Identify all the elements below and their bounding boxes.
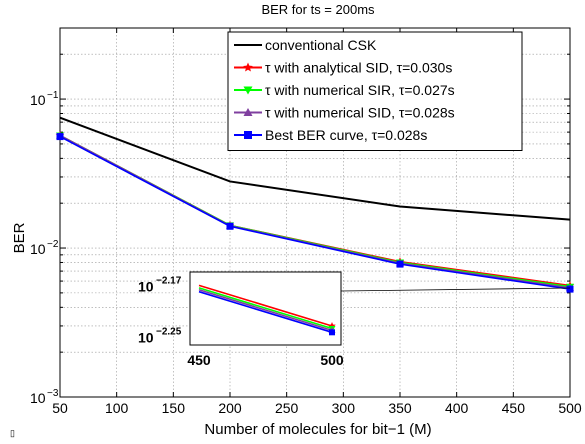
series-line — [59, 135, 571, 290]
y-tick-exp: −2 — [47, 239, 59, 250]
x-tick-label: 250 — [275, 400, 299, 416]
x-tick-label: 400 — [445, 400, 469, 416]
series-line — [59, 134, 571, 287]
data-point — [226, 222, 234, 230]
y-axis-label: BER — [11, 222, 28, 253]
inset-y-tick-base: 10 — [138, 279, 154, 295]
series-line — [59, 134, 571, 289]
data-point — [243, 62, 253, 72]
legend-entry: τ with numerical SID, τ=0.028s — [234, 105, 455, 121]
y-tick-base: 10 — [30, 241, 46, 257]
x-tick-label: 100 — [105, 400, 129, 416]
y-tick-exp: −1 — [47, 90, 59, 101]
series-3 — [56, 131, 574, 291]
y-tick-base: 10 — [30, 390, 46, 406]
x-tick-labels: 50 100 150 200 250 300 350 400 450 500 — [52, 400, 582, 416]
inset-x-tick-label: 500 — [320, 352, 344, 368]
data-point — [329, 329, 335, 336]
legend-box — [227, 31, 523, 151]
chart-title: BER for ts = 200ms — [261, 2, 375, 17]
x-tick-label: 200 — [218, 400, 242, 416]
legend-label: conventional CSK — [265, 37, 377, 53]
y-tick-label: 10 −2 — [30, 239, 59, 257]
data-point — [244, 131, 252, 139]
legend-entry: τ with numerical SIR, τ=0.027s — [234, 82, 455, 98]
legend-entry: Best BER curve, τ=0.028s — [234, 127, 427, 143]
axes — [59, 27, 571, 398]
inset-y-tick-label: 10 −2.25 — [138, 326, 182, 345]
y-tick-labels: 10−110−210−3 — [30, 90, 59, 406]
inset-y-tick-exp: −2.25 — [156, 326, 182, 337]
x-tick-label: 50 — [52, 400, 68, 416]
x-tick-label: 300 — [332, 400, 356, 416]
inset-y-tick-exp: −2.17 — [156, 276, 182, 287]
x-tick-label: 350 — [388, 400, 412, 416]
data-point — [56, 133, 64, 141]
inset-y-tick-label: 10 −2.17 — [138, 276, 182, 295]
series-4 — [56, 133, 574, 293]
inset-x-tick-label: 450 — [187, 352, 211, 368]
inset-series-3 — [198, 290, 335, 336]
data-point — [396, 260, 404, 268]
x-axis-label: Number of molecules for bit−1 (M) — [204, 421, 431, 438]
data-point — [243, 108, 253, 116]
legend-label: τ with numerical SID, τ=0.028s — [265, 105, 455, 121]
series-2 — [56, 132, 574, 291]
inset-line — [198, 290, 333, 334]
inset-line — [198, 284, 333, 327]
series-line — [59, 134, 571, 288]
series-0 — [59, 116, 571, 221]
y-tick-label: 10 −1 — [30, 90, 59, 108]
y-tick-label: 10 −3 — [30, 388, 59, 406]
inset-line — [198, 289, 333, 332]
y-tick-exp: −3 — [47, 388, 59, 399]
legend: conventional CSK τ with analytical SID, τ… — [227, 31, 523, 151]
data-point — [243, 86, 253, 95]
series-1 — [55, 130, 575, 290]
series-layer — [55, 116, 575, 293]
plot-frame — [59, 27, 571, 398]
legend-label: Best BER curve, τ=0.028s — [265, 127, 427, 143]
stray-glyph: ▯ — [10, 428, 15, 438]
legend-label: τ with analytical SID, τ=0.030s — [265, 60, 452, 76]
inset-connector — [340, 287, 571, 292]
legend-label: τ with numerical SIR, τ=0.027s — [265, 82, 455, 98]
x-tick-label: 500 — [558, 400, 582, 416]
y-tick-base: 10 — [30, 92, 46, 108]
data-point — [566, 285, 574, 293]
series-line — [59, 116, 571, 221]
inset-line — [198, 287, 333, 330]
x-tick-label: 450 — [502, 400, 526, 416]
legend-entry: τ with analytical SID, τ=0.030s — [234, 60, 452, 76]
x-tick-label: 150 — [162, 400, 186, 416]
legend-entry: conventional CSK — [234, 37, 377, 53]
inset-y-tick-base: 10 — [138, 329, 154, 345]
